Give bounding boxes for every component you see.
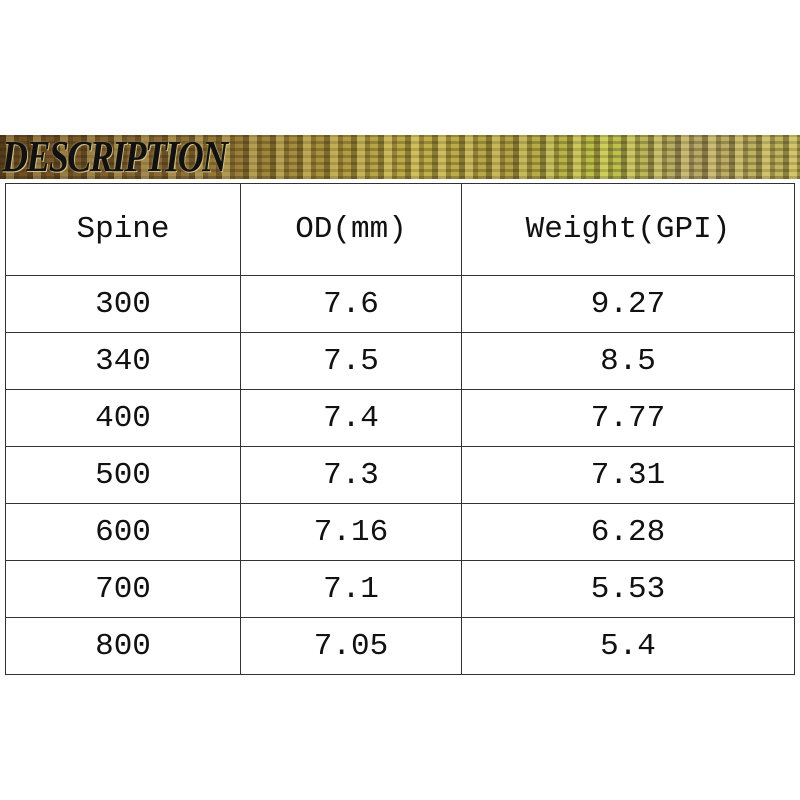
header-od: OD(mm): [240, 183, 462, 276]
table-row: 800 7.05 5.4: [5, 617, 795, 675]
table-row: 400 7.4 7.77: [5, 389, 795, 447]
table-row: 340 7.5 8.5: [5, 332, 795, 390]
cell-weight: 6.28: [461, 503, 795, 561]
cell-spine: 400: [5, 389, 241, 447]
cell-weight: 8.5: [461, 332, 795, 390]
table-header-row: Spine OD(mm) Weight(GPI): [5, 183, 795, 276]
header-weight: Weight(GPI): [461, 183, 795, 276]
banner-title: DESCRIPTION: [2, 132, 228, 181]
table-row: 700 7.1 5.53: [5, 560, 795, 618]
cell-weight: 7.31: [461, 446, 795, 504]
cell-spine: 700: [5, 560, 241, 618]
cell-od: 7.5: [240, 332, 462, 390]
cell-od: 7.3: [240, 446, 462, 504]
cell-spine: 300: [5, 275, 241, 333]
table-row: 600 7.16 6.28: [5, 503, 795, 561]
cell-weight: 5.4: [461, 617, 795, 675]
spec-table: Spine OD(mm) Weight(GPI) 300 7.6 9.27 340 7.…: [5, 183, 795, 675]
cell-spine: 340: [5, 332, 241, 390]
cell-spine: 600: [5, 503, 241, 561]
table-row: 300 7.6 9.27: [5, 275, 795, 333]
cell-od: 7.6: [240, 275, 462, 333]
header-spine: Spine: [5, 183, 241, 276]
table-row: 500 7.3 7.31: [5, 446, 795, 504]
description-banner: DESCRIPTION: [0, 132, 800, 181]
cell-weight: 5.53: [461, 560, 795, 618]
cell-weight: 9.27: [461, 275, 795, 333]
cell-spine: 500: [5, 446, 241, 504]
cell-weight: 7.77: [461, 389, 795, 447]
cell-od: 7.16: [240, 503, 462, 561]
cell-od: 7.4: [240, 389, 462, 447]
cell-od: 7.1: [240, 560, 462, 618]
cell-spine: 800: [5, 617, 241, 675]
cell-od: 7.05: [240, 617, 462, 675]
